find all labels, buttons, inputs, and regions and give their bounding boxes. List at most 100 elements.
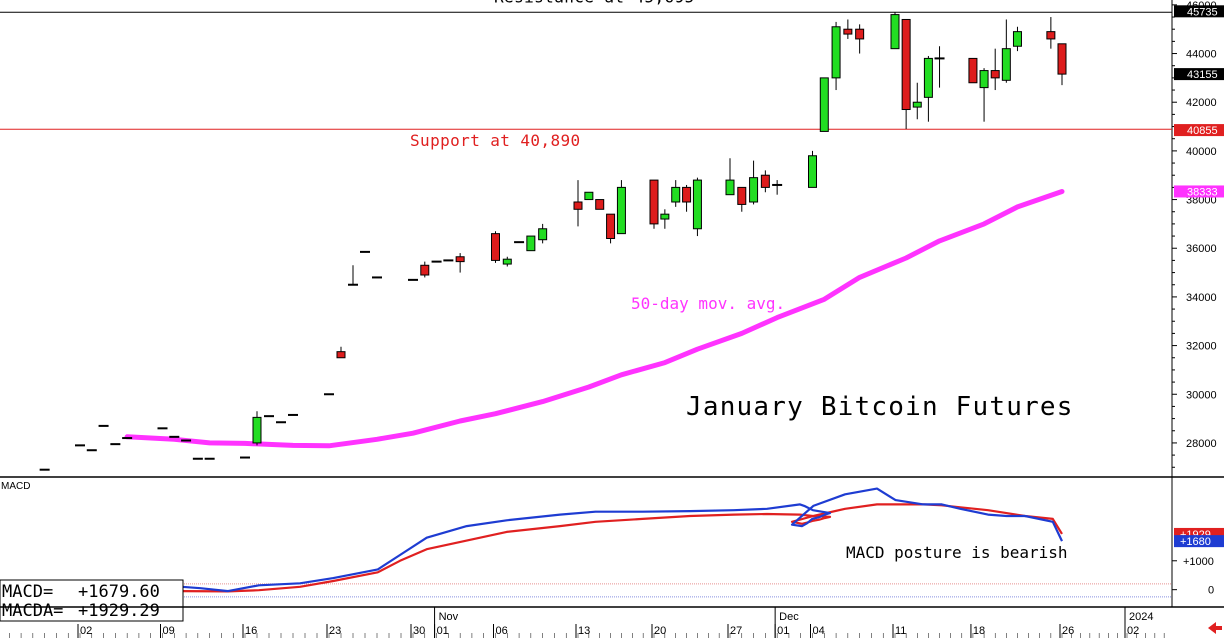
candle (760, 170, 770, 193)
candle-body (98, 424, 109, 427)
candle-body (39, 468, 50, 471)
candle (181, 439, 192, 442)
candle-body (491, 233, 500, 261)
candle-body (276, 421, 286, 424)
candle-body (1012, 31, 1022, 47)
candle-body (526, 235, 536, 252)
candle-body (808, 155, 817, 188)
candle-body (584, 191, 594, 201)
candle (682, 184, 692, 212)
candle (1012, 26, 1022, 52)
resistance-label: Resistance at 45,695 (494, 0, 695, 6)
candle (252, 411, 262, 446)
x-day-label: 04 (813, 625, 825, 637)
candle (934, 46, 945, 88)
candle-body (538, 228, 548, 241)
candle (169, 435, 180, 438)
candle (324, 393, 334, 396)
candle (843, 19, 853, 39)
candle-body (968, 57, 978, 84)
candle-body (901, 18, 911, 111)
candle-body (606, 213, 616, 240)
y-tick-label: 40000 (1186, 146, 1217, 158)
candle (595, 199, 605, 210)
candle-body (360, 250, 370, 253)
macd-annotation: MACD posture is bearish (846, 543, 1068, 562)
support-label: Support at 40,890 (410, 131, 581, 150)
candle-body (990, 70, 1000, 79)
x-day-label: 11 (895, 625, 906, 637)
candle (923, 55, 933, 122)
x-day-label: 20 (654, 625, 666, 637)
candle (573, 180, 583, 227)
candle-body (923, 57, 933, 98)
price-tag: 40855 (1174, 124, 1224, 137)
macd-readout-value: +1929.29 (78, 601, 160, 621)
candle (808, 150, 817, 188)
macd-series-macd (181, 487, 1063, 593)
candle-body (616, 186, 626, 235)
candle (584, 191, 594, 201)
x-month-label: 2024 (1129, 611, 1153, 623)
candle (725, 158, 735, 196)
x-day-label: 09 (163, 625, 175, 637)
x-day-label: 27 (730, 625, 742, 637)
candle-body (1001, 48, 1011, 81)
x-day-label: 02 (1127, 625, 1139, 637)
candle (372, 276, 382, 279)
candle (348, 265, 358, 286)
y-tick-label: 28000 (1186, 438, 1217, 450)
candle (408, 278, 418, 281)
candle (514, 241, 525, 244)
macd-readout-box (0, 579, 184, 622)
macd-readout-value: +1679.60 (78, 582, 160, 602)
macd-tag-label: +1680 (1180, 536, 1211, 548)
macd-tag-box (1174, 535, 1224, 548)
candle-body (573, 201, 583, 210)
candle-body (725, 179, 735, 196)
x-day-label: 30 (413, 625, 425, 637)
candle (431, 260, 442, 263)
candle-body (443, 259, 454, 262)
candle (890, 12, 900, 50)
candle (264, 415, 274, 418)
candle-body (831, 26, 841, 79)
candle (455, 253, 465, 273)
x-month-label: Dec (779, 611, 799, 623)
price-panel: 28000 30000 32000 34000 36000 38000 40000 42000… (0, 0, 1224, 607)
candle-body (192, 457, 203, 460)
candle-body (157, 427, 168, 430)
candle (360, 250, 370, 253)
candle (86, 449, 97, 452)
price-tag: 45735 (1174, 5, 1224, 18)
price-tag-label: 38333 (1187, 186, 1218, 198)
candle-body (336, 351, 346, 359)
candle (420, 261, 430, 278)
candle (737, 186, 747, 212)
candle-body (760, 174, 770, 188)
candle-body (372, 276, 382, 279)
price-tag-box (1174, 124, 1224, 137)
macd-readout: MACD= +1679.60 MACDA= +1929.29 (0, 579, 184, 622)
candle (968, 57, 978, 84)
candle-body (348, 283, 358, 286)
candle (819, 77, 829, 132)
x-day-label: 02 (80, 625, 92, 637)
candle-body (169, 435, 180, 438)
x-day-label: 26 (1062, 625, 1074, 637)
candle (75, 444, 85, 447)
y-tick-label: 38000 (1186, 195, 1217, 207)
y-tick-label: 44000 (1186, 49, 1217, 61)
candle (831, 21, 841, 91)
x-day-label: 18 (973, 625, 985, 637)
candle (649, 179, 659, 229)
candle-body (408, 278, 418, 281)
macd-y-label: 0 (1208, 585, 1214, 597)
price-tag-label: 43155 (1187, 69, 1218, 81)
candle (192, 457, 203, 460)
candle-body (934, 57, 945, 60)
candle (502, 256, 512, 267)
candle-body (431, 260, 442, 263)
candle-body (181, 439, 192, 442)
y-tick-label: 42000 (1186, 97, 1217, 109)
